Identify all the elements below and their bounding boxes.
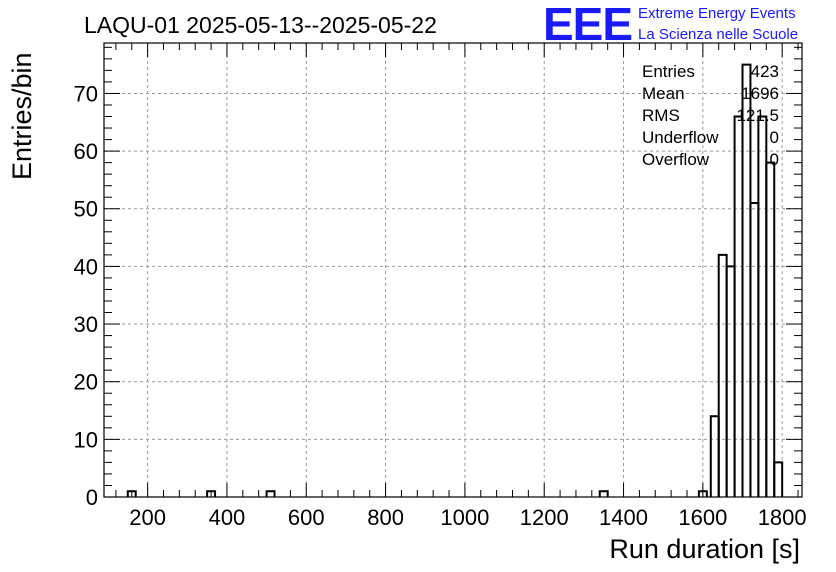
x-tick-labels: 200 400 600 800 1000 1200 1400 1600 1800: [129, 505, 806, 530]
axis-ticks: [104, 43, 802, 498]
brand-line-1: Extreme Energy Events: [638, 5, 796, 22]
histogram-bin: [773, 461, 784, 497]
histogram-bin: [265, 490, 276, 497]
stat-label: Entries: [642, 62, 695, 81]
x-tick-label: 200: [129, 505, 166, 530]
chart-title: LAQU-01 2025-05-13--2025-05-22: [84, 12, 437, 38]
stat-label: RMS: [642, 106, 680, 125]
y-tick-label: 20: [74, 370, 98, 395]
histogram-bin: [741, 63, 752, 497]
histogram-bin: [598, 490, 609, 497]
histogram-bin: [749, 201, 760, 497]
x-tick-label: 1000: [440, 505, 489, 530]
x-tick-label: 1800: [758, 505, 807, 530]
y-tick-label: 30: [74, 312, 98, 337]
x-tick-label: 400: [209, 505, 246, 530]
grid-lines: [104, 43, 802, 497]
y-axis-title: Entries/bin: [7, 52, 37, 180]
eee-logo: EEE: [543, 0, 632, 50]
y-tick-label: 70: [74, 81, 98, 106]
histogram-bin: [126, 490, 137, 497]
y-tick-label: 40: [74, 254, 98, 279]
histogram-bin: [206, 490, 217, 497]
stat-label: Underflow: [642, 128, 719, 147]
stat-value: 423: [751, 62, 779, 81]
histogram-bin: [733, 115, 744, 497]
y-tick-label: 60: [74, 139, 98, 164]
brand-line-2: La Scienza nelle Scuole: [638, 26, 798, 43]
stat-value: 121.5: [736, 106, 779, 125]
y-tick-label: 50: [74, 197, 98, 222]
x-tick-label: 1400: [599, 505, 648, 530]
histogram-bin: [765, 161, 776, 497]
histogram-bins: [126, 63, 784, 497]
y-tick-label: 10: [74, 427, 98, 452]
histogram-bin: [717, 253, 728, 497]
histogram-bin: [757, 115, 768, 497]
plot-frame: [103, 42, 803, 498]
x-tick-label: 800: [367, 505, 404, 530]
histogram-bin: [709, 415, 720, 497]
stat-label: Mean: [642, 84, 685, 103]
y-tick-label: 0: [86, 485, 98, 510]
stat-value: 0: [770, 128, 779, 147]
x-tick-label: 1200: [520, 505, 569, 530]
y-tick-labels: 0 10 20 30 40 50 60 70: [74, 81, 98, 510]
stats-box: Entries 423 Mean 1696 RMS 121.5 Underflow 0 Over…: [642, 62, 779, 169]
x-tick-label: 1600: [678, 505, 727, 530]
stat-value: 1696: [741, 84, 779, 103]
stat-value: 0: [770, 150, 779, 169]
eee-brand: EEE Extreme Energy Events La Scienza nel…: [543, 0, 798, 50]
x-axis-title: Run duration [s]: [609, 534, 800, 564]
histogram-bin: [697, 490, 708, 497]
stat-label: Overflow: [642, 150, 710, 169]
x-tick-label: 600: [288, 505, 325, 530]
